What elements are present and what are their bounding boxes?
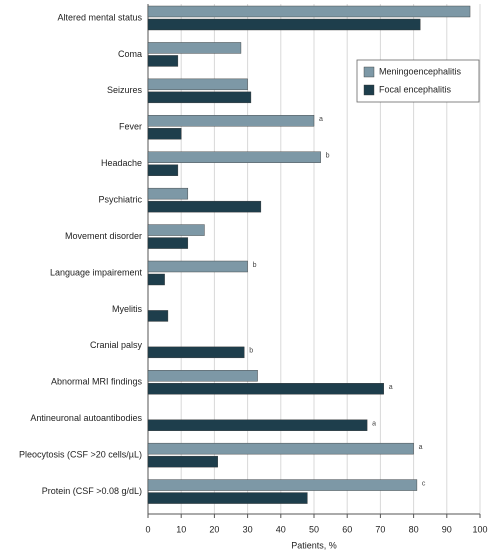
x-tick-label: 20 [209,524,219,534]
bar-note: c [422,480,426,487]
bar [147,383,384,395]
bar [147,91,252,104]
bar [147,115,315,127]
bar-note: b [249,348,253,355]
bar [147,42,242,54]
bar [147,78,248,91]
x-tick-label: 90 [442,524,452,534]
bar-note: a [419,444,423,451]
legend-label: Meningoencephalitis [379,66,462,76]
legend-label: Focal encephalitis [379,84,452,94]
y-tick-label: Antineuronal autoantibodies [30,413,142,423]
bar [147,200,262,213]
bar-note: a [319,116,323,123]
y-tick-label: Fever [119,122,142,132]
legend-box [356,59,480,103]
bar [147,164,179,176]
y-tick-label: Movement disorder [65,231,142,241]
y-tick-label: Language impairement [50,267,143,277]
bar [147,18,421,31]
legend-swatch [363,84,375,96]
y-tick-label: Protein (CSF >0.08 g/dL) [42,486,142,496]
y-tick-label: Seizures [107,85,143,95]
x-tick-label: 0 [145,524,150,534]
x-tick-label: 10 [176,524,186,534]
bar [147,442,414,455]
bar [147,55,179,67]
y-tick-label: Cranial palsy [90,340,143,350]
x-tick-label: 60 [342,524,352,534]
x-axis-label: Patients, % [291,540,337,550]
bar [147,455,218,468]
bar [147,346,245,359]
bar-note: a [389,384,393,391]
x-tick-label: 40 [276,524,286,534]
bar [147,479,418,491]
bar [147,5,471,18]
y-tick-label: Coma [118,49,142,59]
y-tick-label: Abnormal MRI findings [51,377,143,387]
y-tick-label: Myelitis [112,304,143,314]
bar [147,260,248,273]
bar [147,224,205,236]
y-tick-label: Psychiatric [98,195,142,205]
x-tick-label: 50 [309,524,319,534]
bar [147,419,368,431]
y-tick-label: Headache [101,158,142,168]
x-tick-label: 30 [243,524,253,534]
bar [147,151,321,163]
bar [147,492,308,504]
y-tick-label: Altered mental status [57,12,142,22]
x-tick-label: 80 [409,524,419,534]
bar [147,237,189,249]
bar-note: b [326,153,330,160]
bar [147,128,182,140]
legend-swatch [363,66,375,78]
bar [147,187,189,200]
x-tick-label: 70 [375,524,385,534]
bar-note: a [372,421,376,428]
x-tick-label: 100 [472,524,487,534]
bar [147,370,258,382]
bar [147,273,165,286]
y-tick-label: Pleocytosis (CSF >20 cells/µL) [19,450,142,460]
bar [147,310,169,322]
bar-note: b [253,262,257,269]
